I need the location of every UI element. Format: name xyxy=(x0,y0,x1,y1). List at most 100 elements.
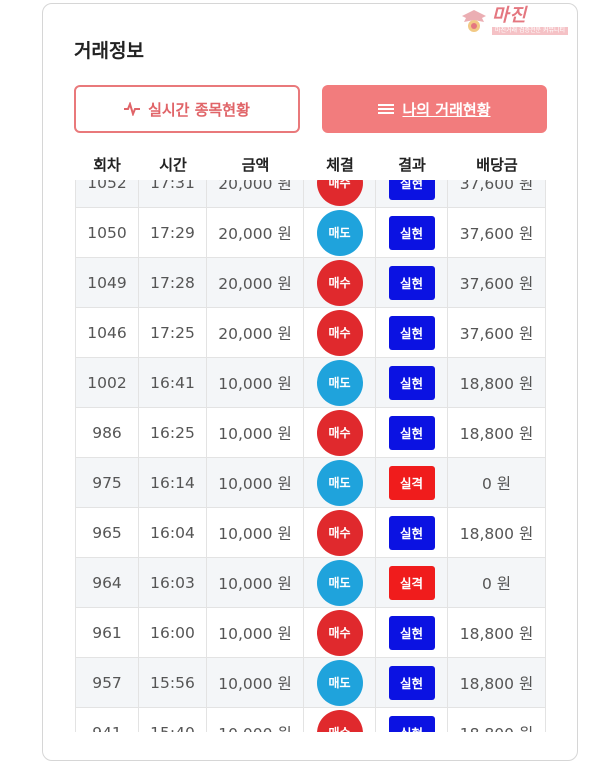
payout-value: 37,600 원 xyxy=(459,224,534,243)
table-row: 1052 17:31 20,000 원 매수 실현 37,600 원 xyxy=(75,180,546,208)
cell-round: 986 xyxy=(75,408,139,457)
cell-round: 1002 xyxy=(75,358,139,407)
cell-result: 실현 xyxy=(376,708,448,732)
header-result: 결과 xyxy=(398,156,426,174)
cell-execution: 매수 xyxy=(304,258,376,307)
table-header: 회차 시간 금액 체결 결과 배당금 xyxy=(75,150,546,180)
cell-time: 16:00 xyxy=(139,608,207,657)
header-execution: 체결 xyxy=(326,156,354,174)
header-time: 시간 xyxy=(159,156,187,174)
cell-time: 16:41 xyxy=(139,358,207,407)
result-badge: 실현 xyxy=(388,315,435,350)
cell-amount: 20,000 원 xyxy=(207,258,304,307)
amount-value: 10,000 원 xyxy=(218,524,292,543)
result-badge: 실현 xyxy=(388,615,435,650)
time-value: 16:41 xyxy=(150,373,195,392)
cell-execution: 매도 xyxy=(304,358,376,407)
realtime-status-button[interactable]: 실시간 종목현황 xyxy=(74,85,300,133)
eagle-badge-icon xyxy=(462,10,486,32)
cell-payout: 37,600 원 xyxy=(448,308,546,357)
time-value: 16:25 xyxy=(150,423,195,442)
round-value: 961 xyxy=(92,623,122,642)
time-value: 17:28 xyxy=(150,273,195,292)
round-value: 1049 xyxy=(87,273,127,292)
cell-time: 17:25 xyxy=(139,308,207,357)
result-badge: 실격 xyxy=(388,565,435,600)
result-badge: 실현 xyxy=(388,265,435,300)
time-value: 17:29 xyxy=(150,223,195,242)
payout-value: 37,600 원 xyxy=(459,324,534,343)
pulse-icon xyxy=(124,102,141,116)
table-row: 1049 17:28 20,000 원 매수 실현 37,600 원 xyxy=(75,258,546,308)
watermark-sub-text: 마진거래 검증전문 커뮤니티 xyxy=(492,27,569,35)
time-value: 16:14 xyxy=(150,473,195,492)
cell-result: 실격 xyxy=(376,458,448,507)
result-badge: 실현 xyxy=(388,365,435,400)
cell-round: 1052 xyxy=(75,180,139,207)
amount-value: 20,000 원 xyxy=(218,180,292,193)
cell-result: 실현 xyxy=(376,258,448,307)
cell-time: 16:04 xyxy=(139,508,207,557)
amount-value: 10,000 원 xyxy=(218,624,292,643)
amount-value: 10,000 원 xyxy=(218,722,291,733)
trade-table-scroll[interactable]: 1052 17:31 20,000 원 매수 실현 37,600 원 1050 17:29 20… xyxy=(75,180,546,732)
time-value: 17:25 xyxy=(150,323,195,342)
table-row: 1002 16:41 10,000 원 매도 실현 18,800 원 xyxy=(75,358,546,408)
result-badge: 실현 xyxy=(388,715,435,732)
cell-payout: 18,800 원 xyxy=(448,408,546,457)
site-watermark: 마진 마진거래 검증전문 커뮤니티 xyxy=(460,4,592,38)
cell-amount: 10,000 원 xyxy=(207,408,304,457)
round-value: 1052 xyxy=(87,180,127,192)
cell-result: 실현 xyxy=(376,358,448,407)
cell-amount: 10,000 원 xyxy=(207,708,304,732)
cell-payout: 37,600 원 xyxy=(448,258,546,307)
cell-time: 16:25 xyxy=(139,408,207,457)
amount-value: 10,000 원 xyxy=(218,424,292,443)
trade-table-body: 1052 17:31 20,000 원 매수 실현 37,600 원 1050 17:29 20… xyxy=(75,180,546,732)
cell-time: 17:31 xyxy=(139,180,207,207)
cell-time: 16:14 xyxy=(139,458,207,507)
amount-value: 20,000 원 xyxy=(218,324,292,343)
cell-execution: 매수 xyxy=(304,408,376,457)
table-row: 1046 17:25 20,000 원 매수 실현 37,600 원 xyxy=(75,308,546,358)
result-badge: 실현 xyxy=(388,180,435,200)
my-trades-label: 나의 거래현황 xyxy=(402,100,491,119)
buy-badge: 매수 xyxy=(316,180,363,206)
cell-payout: 0 원 xyxy=(448,558,546,607)
sell-badge: 매도 xyxy=(316,659,363,706)
payout-value: 18,800 원 xyxy=(459,674,534,693)
round-value: 975 xyxy=(92,473,122,492)
sell-badge: 매도 xyxy=(316,459,363,506)
cell-result: 실현 xyxy=(376,408,448,457)
cell-time: 15:56 xyxy=(139,658,207,707)
time-value: 15:56 xyxy=(150,673,195,692)
cell-round: 965 xyxy=(75,508,139,557)
cell-payout: 18,800 원 xyxy=(448,708,546,732)
round-value: 986 xyxy=(92,423,122,442)
header-payout: 배당금 xyxy=(476,156,518,174)
cell-amount: 10,000 원 xyxy=(207,458,304,507)
payout-value: 18,800 원 xyxy=(459,524,534,543)
amount-value: 10,000 원 xyxy=(218,674,292,693)
sell-badge: 매도 xyxy=(316,209,363,256)
time-value: 15:40 xyxy=(150,724,195,733)
cell-execution: 매수 xyxy=(304,308,376,357)
time-value: 16:03 xyxy=(150,573,195,592)
my-trades-button[interactable]: 나의 거래현황 xyxy=(322,85,547,133)
cell-result: 실현 xyxy=(376,308,448,357)
cell-execution: 매도 xyxy=(304,208,376,257)
table-row: 986 16:25 10,000 원 매수 실현 18,800 원 xyxy=(75,408,546,458)
cell-round: 957 xyxy=(75,658,139,707)
cell-time: 17:28 xyxy=(139,258,207,307)
page-title: 거래정보 xyxy=(74,40,144,62)
payout-value: 18,800 원 xyxy=(459,624,534,643)
payout-value: 37,600 원 xyxy=(459,274,534,293)
cell-payout: 18,800 원 xyxy=(448,608,546,657)
cell-round: 961 xyxy=(75,608,139,657)
cell-amount: 10,000 원 xyxy=(207,508,304,557)
table-row: 941 15:40 10,000 원 매수 실현 18,800 원 xyxy=(75,708,546,732)
time-value: 17:31 xyxy=(150,180,195,192)
table-row: 1050 17:29 20,000 원 매도 실현 37,600 원 xyxy=(75,208,546,258)
result-badge: 실현 xyxy=(388,215,435,250)
round-value: 964 xyxy=(92,573,122,592)
